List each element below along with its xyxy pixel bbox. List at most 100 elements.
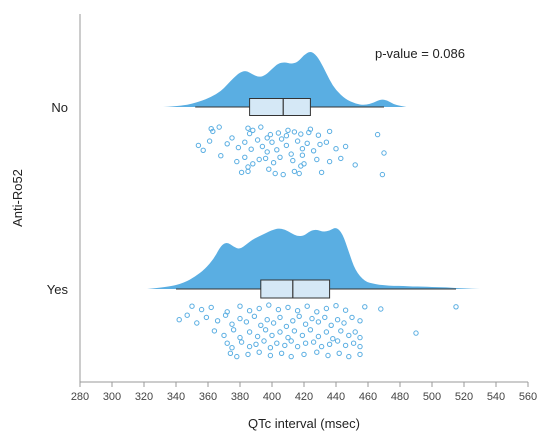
data-point <box>283 133 290 139</box>
x-tick-label: 320 <box>135 391 153 403</box>
p-value-annotation: p-value = 0.086 <box>375 46 465 61</box>
data-point <box>314 156 320 163</box>
data-point <box>288 338 294 344</box>
x-tick-label: 440 <box>327 391 345 403</box>
data-point <box>211 328 218 334</box>
data-point <box>237 315 243 322</box>
data-point <box>294 138 301 144</box>
data-point <box>242 154 248 161</box>
data-point <box>322 314 328 321</box>
data-point <box>296 170 302 177</box>
data-point <box>251 313 258 319</box>
data-point <box>245 168 251 175</box>
data-point <box>294 308 301 314</box>
x-tick-label: 300 <box>103 391 121 403</box>
data-point <box>184 312 190 318</box>
data-point <box>277 314 283 321</box>
data-point <box>290 157 296 164</box>
data-point <box>275 306 282 313</box>
data-point <box>307 327 314 333</box>
data-point <box>282 342 288 349</box>
data-point <box>280 171 286 178</box>
data-point <box>299 146 306 152</box>
data-point <box>304 303 310 309</box>
y-category-label: Yes <box>47 282 69 297</box>
data-point <box>194 320 200 326</box>
data-point <box>381 150 387 156</box>
data-point <box>275 130 282 136</box>
data-point <box>258 322 264 328</box>
data-point <box>254 137 261 143</box>
data-point <box>267 352 274 359</box>
data-point <box>310 339 317 345</box>
data-point <box>357 334 363 341</box>
data-point <box>269 332 275 339</box>
data-point <box>296 313 302 319</box>
data-point <box>216 124 222 130</box>
data-point <box>413 330 419 336</box>
data-point <box>221 332 227 339</box>
data-point <box>288 353 294 360</box>
data-point <box>237 303 243 309</box>
data-point <box>283 323 290 330</box>
data-point <box>270 320 277 326</box>
data-point <box>229 135 235 141</box>
data-point <box>259 143 266 150</box>
data-point <box>374 131 381 138</box>
density-curve <box>163 52 407 107</box>
data-point <box>272 170 278 177</box>
data-point <box>270 160 277 166</box>
data-point <box>246 343 253 350</box>
data-point <box>323 305 330 312</box>
data-point <box>338 155 344 162</box>
data-point <box>238 339 245 345</box>
data-point <box>274 147 280 153</box>
data-point <box>246 308 253 314</box>
data-point <box>314 349 320 355</box>
data-point <box>208 126 214 132</box>
data-point <box>256 305 262 312</box>
data-point <box>246 329 253 335</box>
data-point <box>256 349 262 355</box>
data-point <box>208 304 214 311</box>
data-point <box>278 350 285 356</box>
data-point <box>379 171 386 178</box>
data-point <box>264 317 270 323</box>
data-point <box>203 314 210 321</box>
data-point <box>266 166 272 172</box>
data-point <box>210 128 216 135</box>
data-point <box>302 321 309 327</box>
data-point <box>323 329 330 335</box>
x-tick-label: 480 <box>391 391 409 403</box>
x-tick-label: 560 <box>519 391 537 403</box>
data-point <box>235 144 242 151</box>
x-axis-title: QTc interval (msec) <box>248 416 360 431</box>
data-point <box>285 334 291 341</box>
data-point <box>342 307 349 313</box>
x-tick-label: 360 <box>199 391 217 403</box>
x-tick-label: 460 <box>359 391 377 403</box>
data-point <box>326 158 333 165</box>
data-point <box>299 152 306 158</box>
data-point <box>200 147 206 154</box>
group-no <box>163 52 407 178</box>
data-point <box>206 138 213 144</box>
data-point <box>253 341 259 347</box>
data-point <box>291 129 298 135</box>
data-point <box>222 312 229 318</box>
data-point <box>318 169 325 176</box>
data-point <box>346 332 352 339</box>
x-tick-label: 280 <box>71 391 89 403</box>
data-point <box>342 143 349 150</box>
x-tick-label: 540 <box>487 391 505 403</box>
data-point <box>294 343 301 350</box>
data-point <box>264 135 270 141</box>
data-point <box>218 153 224 159</box>
data-point <box>309 315 315 322</box>
data-point <box>326 128 333 135</box>
data-point <box>304 140 310 147</box>
data-point <box>288 151 294 157</box>
data-point <box>277 154 283 161</box>
data-point <box>214 318 221 324</box>
